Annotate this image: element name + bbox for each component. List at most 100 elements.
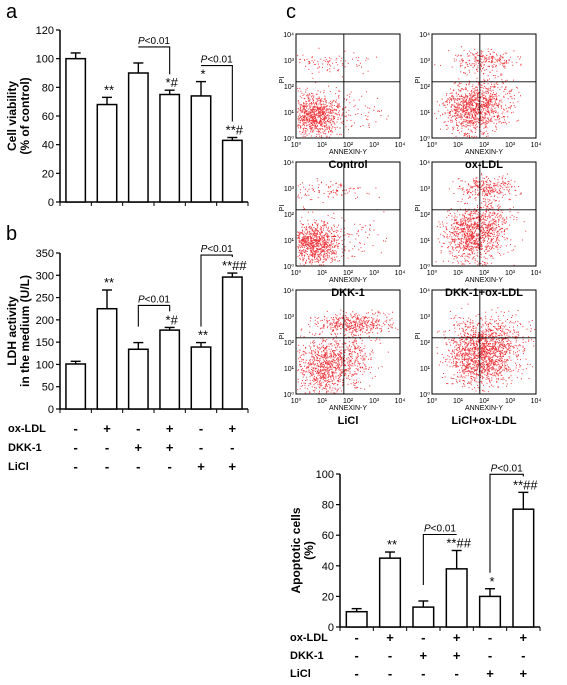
- treatment-sign: -: [199, 421, 203, 436]
- treatment-sign: -: [421, 630, 425, 645]
- y-tick-label: 0: [328, 622, 334, 634]
- x-tick-label: 10¹: [453, 142, 464, 149]
- x-axis-label: ANNEXIN-Y: [329, 277, 367, 284]
- treatment-sign: +: [453, 648, 461, 663]
- x-tick-label: 10³: [505, 142, 516, 149]
- bar: [412, 606, 435, 628]
- bracket-label-value: <0.01: [145, 294, 171, 305]
- x-tick-label: 10¹: [317, 142, 328, 149]
- treatment-sign: -: [388, 666, 392, 681]
- y-axis-label: Cell viability: [5, 81, 19, 151]
- significance-bracket: [489, 473, 524, 573]
- treatment-sign: -: [105, 440, 109, 455]
- significance-mark: **: [198, 328, 208, 343]
- x-axis-label: ANNEXIN-Y: [329, 405, 367, 412]
- flow-plot: 10⁰ 10¹ 10² 10³ 10⁴ 10⁰ 10¹ 10² 10³ 10⁴ ANNEXIN-Y P…: [415, 288, 541, 427]
- y-tick-label: 100: [36, 359, 54, 371]
- y-axis-label: in the medium (U/L): [18, 275, 32, 387]
- x-tick-label: 10³: [505, 270, 516, 277]
- y-tick-label: 10¹: [284, 110, 295, 117]
- y-tick-label: 10¹: [284, 238, 295, 245]
- y-tick-label: 10⁰: [283, 135, 294, 143]
- x-tick-label: 10⁰: [427, 397, 438, 405]
- significance-mark: **##: [222, 258, 247, 273]
- treatment-sign: -: [521, 648, 525, 663]
- treatment-sign: -: [388, 648, 392, 663]
- x-axis-label: ANNEXIN-Y: [465, 277, 503, 284]
- y-tick-label: 120: [36, 25, 54, 37]
- treatment-sign: +: [520, 630, 528, 645]
- y-axis-label: PI: [415, 333, 422, 340]
- treatment-sign: +: [486, 666, 494, 681]
- scatter-dots: [436, 303, 534, 393]
- bar: [345, 610, 368, 628]
- x-tick-label: 10⁰: [291, 141, 302, 149]
- x-tick-label: 10¹: [317, 398, 328, 405]
- x-tick-label: 10⁴: [395, 270, 406, 277]
- bracket-label: P<0.01: [201, 55, 233, 66]
- treatment-sign: -: [167, 459, 171, 474]
- y-axis-label: PI: [279, 333, 286, 340]
- scatter-dots: [481, 310, 533, 384]
- flow-plot: 10⁰ 10¹ 10² 10³ 10⁴ 10⁰ 10¹ 10² 10³ 10⁴ ANNEXIN-Y P…: [415, 160, 541, 299]
- y-tick-label: 100: [36, 54, 54, 66]
- y-tick-label: 10³: [284, 314, 295, 321]
- plot-frame: [295, 289, 401, 395]
- y-tick-label: 300: [36, 270, 54, 282]
- treatment-sign: -: [354, 666, 358, 681]
- x-tick-label: 10³: [369, 142, 380, 149]
- scatter-dots: [434, 46, 522, 76]
- bar: [127, 348, 149, 410]
- y-axis-label: PI: [415, 77, 422, 84]
- treatment-row-label: DKK-1: [290, 650, 324, 662]
- bar: [221, 276, 243, 410]
- y-axis-label: LDH activity: [5, 296, 19, 366]
- treatment-table-b: ox-LDL - + - + - + DKK-1 - - + + - - LiCl - - - - + +: [8, 421, 237, 474]
- treatment-sign: -: [73, 440, 77, 455]
- significance-mark: *: [489, 574, 494, 589]
- significance-mark: **#: [226, 123, 244, 138]
- scatter-dots: [300, 309, 399, 341]
- scatter-dots: [297, 73, 369, 138]
- treatment-sign: +: [520, 666, 528, 681]
- bar: [159, 329, 181, 410]
- bar: [221, 139, 243, 203]
- treatment-sign: +: [229, 459, 237, 474]
- y-tick-label: 60: [42, 111, 54, 123]
- y-axis-label: Apoptotic cells: [289, 507, 303, 593]
- significance-mark: *#: [166, 312, 179, 327]
- bracket-label: P<0.01: [138, 36, 170, 47]
- treatment-sign: -: [454, 666, 458, 681]
- x-tick-label: 10⁴: [531, 398, 542, 405]
- treatment-row-label: ox-LDL: [8, 423, 46, 435]
- x-tick-label: 10⁴: [531, 270, 542, 277]
- bracket-label: P<0.01: [138, 294, 170, 305]
- scatter-dots: [330, 319, 389, 390]
- treatment-row-label: LiCl: [290, 668, 311, 680]
- bracket-label-p: P: [201, 244, 208, 255]
- significance-mark: **: [387, 537, 397, 552]
- panel-letter-b: b: [6, 223, 17, 245]
- flow-plot: 10⁰ 10¹ 10² 10³ 10⁴ 10⁰ 10¹ 10² 10³ 10⁴ ANNEXIN-Y P…: [279, 32, 405, 171]
- scatter-dots: [448, 173, 522, 203]
- y-tick-label: 10⁴: [419, 160, 430, 167]
- y-tick-label: 150: [36, 337, 54, 349]
- bracket-label: P<0.01: [491, 463, 523, 474]
- y-tick-label: 10²: [284, 340, 295, 347]
- bracket-label-value: <0.01: [207, 244, 233, 255]
- treatment-sign: +: [103, 421, 111, 436]
- y-tick-label: 10²: [420, 340, 431, 347]
- x-tick-label: 10³: [505, 398, 516, 405]
- treatment-sign: -: [230, 440, 234, 455]
- treatment-sign: -: [354, 630, 358, 645]
- bracket-label-p: P: [424, 524, 431, 535]
- bracket-label: P<0.01: [424, 524, 456, 535]
- treatment-sign: -: [73, 421, 77, 436]
- treatment-sign: +: [135, 440, 143, 455]
- scatter-dots: [297, 323, 376, 394]
- y-tick-label: 10³: [284, 58, 295, 65]
- bracket-label-p: P: [491, 463, 498, 474]
- plot-label: DKK-1: [331, 287, 365, 299]
- y-tick-label: 10⁴: [283, 32, 294, 39]
- y-tick-label: 100: [316, 469, 334, 481]
